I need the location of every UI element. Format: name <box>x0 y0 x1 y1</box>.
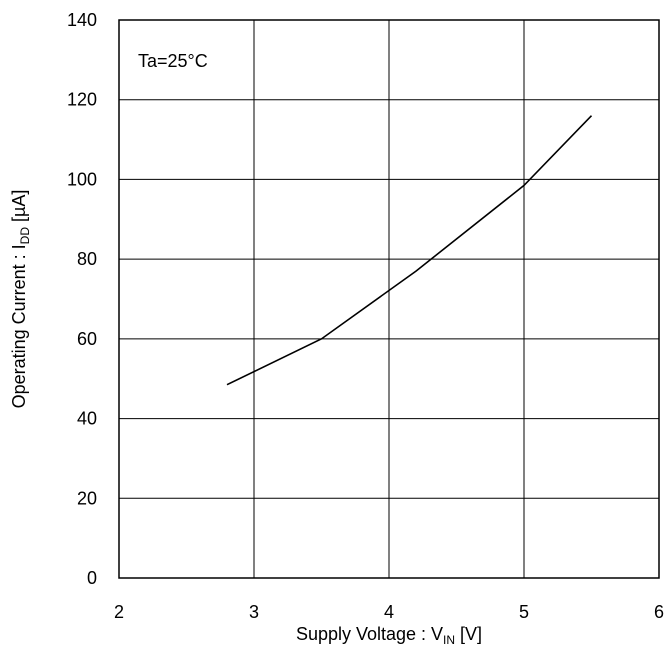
series-line <box>226 115 593 386</box>
y-tick-label: 60 <box>77 329 97 349</box>
y-tick-label: 80 <box>77 249 97 269</box>
x-tick-label: 5 <box>519 602 529 622</box>
x-axis-title-main: Supply Voltage : V <box>296 624 443 644</box>
temperature-annotation: Ta=25°C <box>138 51 208 71</box>
y-tick-label: 40 <box>77 409 97 429</box>
y-tick-label: 100 <box>67 169 97 189</box>
x-axis-title-subscript: IN <box>443 633 455 647</box>
x-tick-label: 2 <box>114 602 124 622</box>
series-group <box>226 115 593 386</box>
x-axis-title-unit: [V] <box>455 624 482 644</box>
x-tick-label: 3 <box>249 602 259 622</box>
grid <box>119 20 659 578</box>
y-tick-label: 120 <box>67 90 97 110</box>
x-tick-labels: 2 3 4 5 6 <box>114 602 664 622</box>
y-axis-title-subscript: DD <box>18 227 32 245</box>
y-tick-labels: 0 20 40 60 80 100 120 140 <box>67 10 97 588</box>
x-axis-title: Supply Voltage : VIN [V] <box>296 624 482 647</box>
plot-frame <box>118 19 660 579</box>
x-tick-label: 4 <box>384 602 394 622</box>
y-tick-label: 0 <box>87 568 97 588</box>
y-axis-title: Operating Current : IDD [µA] <box>9 190 32 409</box>
x-tick-label: 6 <box>654 602 664 622</box>
y-axis-title-unit: [µA] <box>9 190 29 227</box>
y-tick-label: 20 <box>77 488 97 508</box>
y-tick-label: 140 <box>67 10 97 30</box>
y-axis-title-main: Operating Current : I <box>9 244 29 408</box>
